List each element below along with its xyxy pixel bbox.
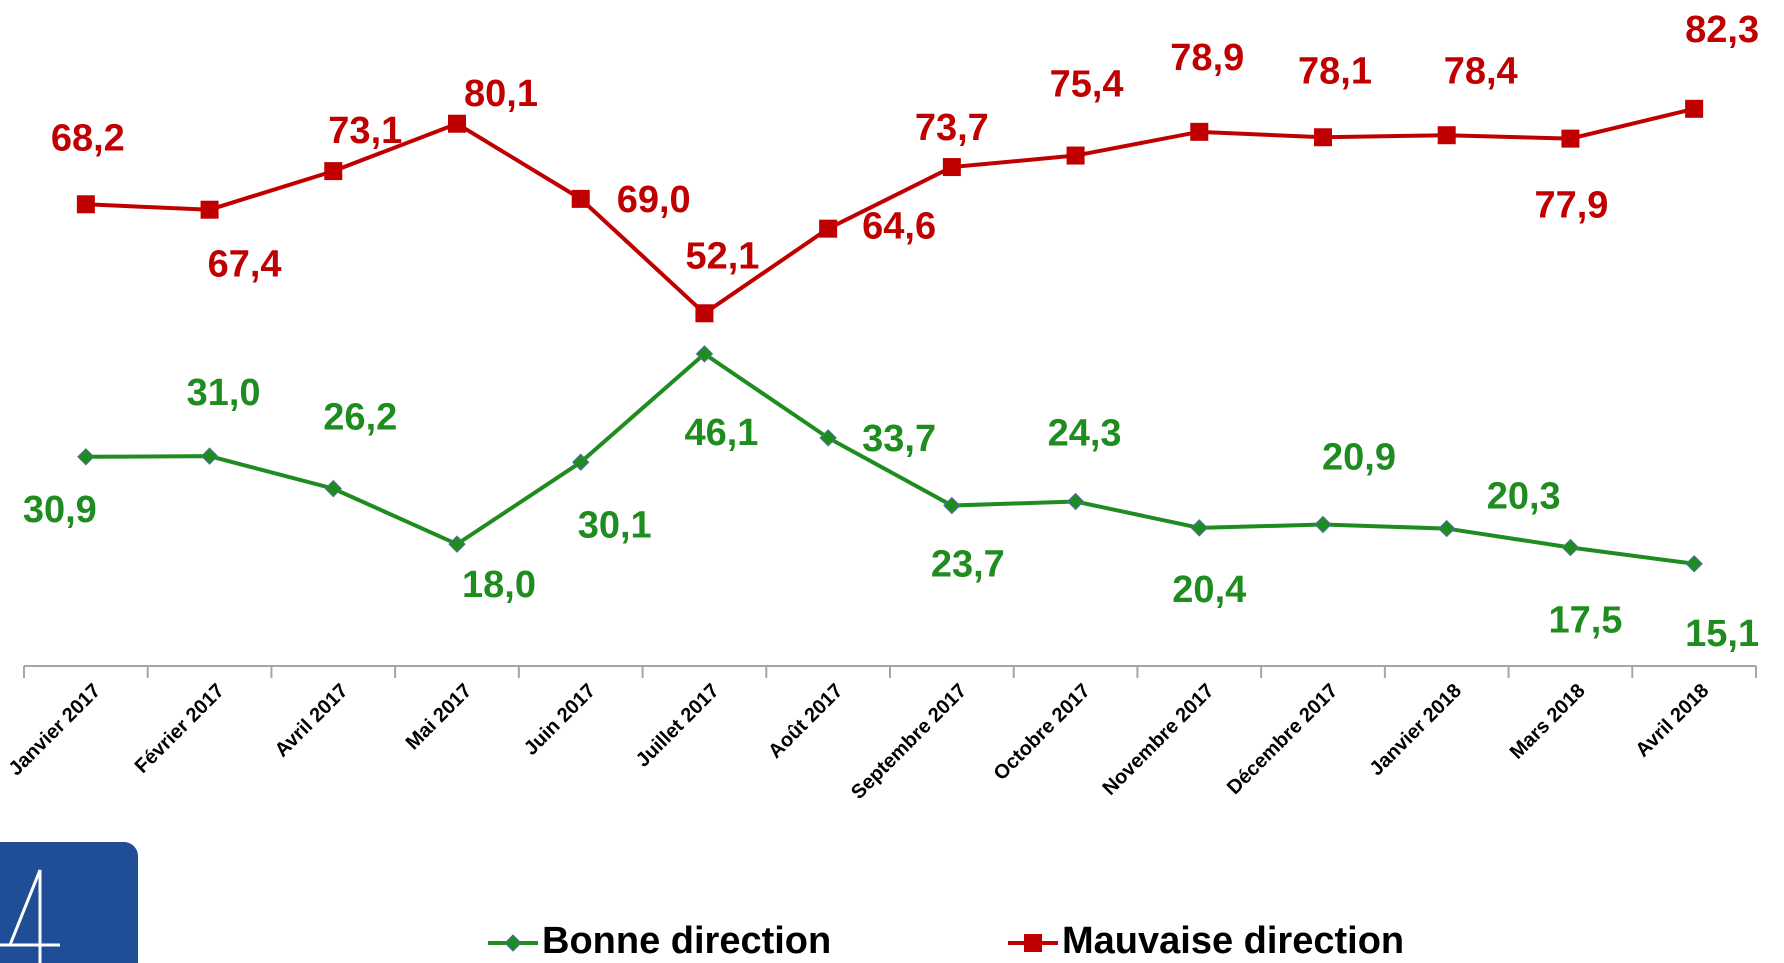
marker — [1066, 146, 1085, 165]
value-label: 33,7 — [862, 418, 936, 460]
value-label: 24,3 — [1048, 413, 1122, 455]
x-tick-label: Décembre 2017 — [1223, 680, 1342, 799]
value-label: 73,7 — [915, 107, 989, 149]
marker — [324, 479, 342, 498]
marker — [695, 345, 714, 363]
value-label: 31,0 — [187, 372, 261, 414]
marker — [1066, 492, 1085, 511]
marker — [77, 448, 95, 466]
value-label: 73,1 — [328, 110, 402, 152]
value-label: 80,1 — [464, 73, 538, 115]
value-label: 23,7 — [931, 544, 1005, 586]
marker — [819, 429, 837, 447]
marker — [1685, 555, 1703, 573]
value-label: 30,1 — [578, 504, 652, 546]
legend-marker — [504, 934, 522, 952]
x-tick-label: Mars 2018 — [1506, 680, 1590, 764]
value-label: 77,9 — [1534, 185, 1608, 227]
marker — [572, 453, 590, 471]
marker — [1437, 126, 1456, 145]
x-tick-label: Avril 2018 — [1632, 680, 1714, 762]
logo — [0, 842, 138, 963]
value-label: 20,9 — [1322, 437, 1396, 479]
value-label: 78,9 — [1170, 37, 1244, 79]
value-label: 75,4 — [1050, 64, 1124, 106]
marker — [448, 535, 466, 553]
legend-label: Bonne direction — [542, 920, 831, 962]
x-tick-label: Février 2017 — [131, 680, 229, 778]
legend-label: Mauvaise direction — [1062, 920, 1404, 962]
marker — [1190, 122, 1209, 141]
value-label: 20,3 — [1487, 476, 1561, 518]
value-label: 20,4 — [1172, 569, 1246, 611]
marker — [76, 195, 95, 214]
x-tick-label: Septembre 2017 — [847, 680, 971, 804]
series-line — [85, 351, 1695, 566]
value-label: 69,0 — [617, 179, 691, 221]
marker — [324, 162, 343, 181]
marker — [1314, 515, 1332, 534]
value-label: 64,6 — [862, 206, 936, 248]
x-tick-label: Juillet 2017 — [632, 680, 724, 772]
value-label: 78,1 — [1298, 50, 1372, 92]
legend-marker — [1024, 934, 1042, 952]
marker — [819, 219, 838, 238]
value-label: 46,1 — [684, 412, 758, 454]
marker — [1438, 519, 1456, 538]
value-label: 15,1 — [1685, 613, 1759, 655]
value-label: 52,1 — [685, 235, 759, 277]
marker — [1190, 519, 1208, 537]
x-tick-label: Août 2017 — [764, 680, 847, 763]
marker — [1561, 129, 1580, 148]
value-label: 26,2 — [323, 397, 397, 439]
x-tick-label: Avril 2017 — [271, 680, 353, 762]
x-tick-label: Janvier 2017 — [5, 680, 105, 780]
x-tick-label: Octobre 2017 — [990, 680, 1095, 785]
marker — [695, 304, 714, 323]
marker — [1314, 128, 1332, 147]
x-tick-label: Janvier 2018 — [1365, 680, 1465, 780]
value-label: 18,0 — [462, 564, 536, 606]
x-tick-label: Mai 2017 — [402, 680, 477, 755]
x-tick-label: Juin 2017 — [520, 680, 600, 760]
marker — [942, 158, 961, 177]
series-line — [85, 106, 1695, 316]
value-label: 68,2 — [51, 117, 125, 159]
value-label: 67,4 — [208, 244, 282, 286]
marker — [200, 447, 219, 465]
value-label: 17,5 — [1548, 600, 1622, 642]
value-label: 30,9 — [23, 489, 97, 531]
marker — [1561, 538, 1580, 557]
x-tick-label: Novembre 2017 — [1098, 680, 1218, 800]
marker — [1685, 99, 1704, 118]
marker — [200, 200, 219, 219]
marker — [448, 114, 466, 133]
marker — [943, 496, 961, 515]
value-label: 82,3 — [1685, 9, 1759, 51]
value-label: 78,4 — [1444, 50, 1518, 92]
marker — [571, 189, 590, 208]
